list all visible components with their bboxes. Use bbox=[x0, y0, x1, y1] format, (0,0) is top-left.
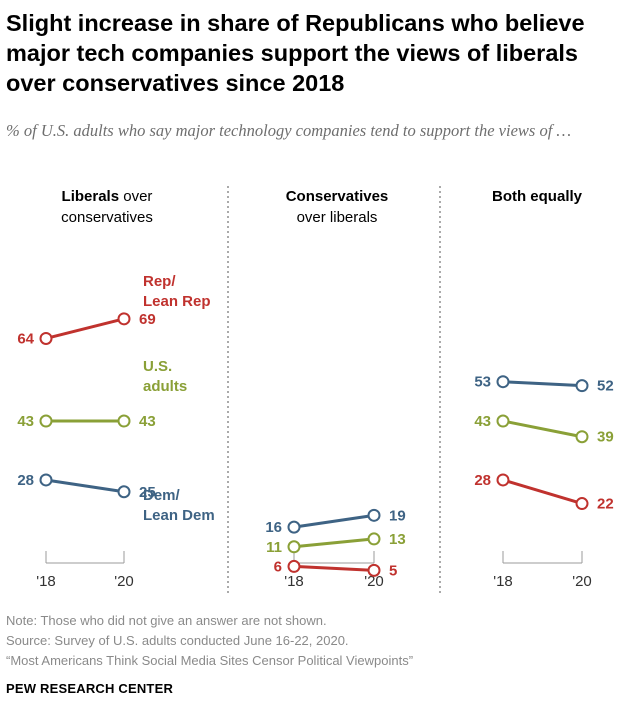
x-tick-label: '20 bbox=[364, 573, 384, 590]
x-tick-label: '20 bbox=[572, 573, 592, 590]
data-point-dem bbox=[496, 375, 510, 389]
data-label-rep: 6 bbox=[274, 558, 282, 575]
panel-header-bold: Conservatives bbox=[285, 188, 389, 205]
data-label-dem: 25 bbox=[139, 484, 156, 501]
series-line-dem bbox=[45, 478, 125, 494]
panel-header-bold: Liberals bbox=[61, 188, 120, 205]
series-line-rep bbox=[293, 564, 375, 572]
data-label-dem: 16 bbox=[265, 519, 282, 536]
data-label-us: 39 bbox=[597, 429, 614, 446]
data-point-us bbox=[367, 532, 381, 546]
data-point-us bbox=[575, 430, 589, 444]
panel-header-conservatives: Conservatives over liberals bbox=[252, 186, 422, 228]
series-label-dem: Dem/ bbox=[143, 487, 181, 504]
series-line-us bbox=[293, 537, 375, 549]
series-label-rep: Lean Rep bbox=[143, 293, 211, 310]
data-point-us bbox=[496, 414, 510, 428]
data-point-rep bbox=[367, 563, 381, 577]
data-point-dem bbox=[39, 473, 53, 487]
series-label-rep: Rep/ bbox=[143, 273, 176, 290]
data-label-rep: 69 bbox=[139, 311, 156, 328]
x-tick-label: '20 bbox=[114, 573, 134, 590]
data-label-dem: 28 bbox=[17, 472, 34, 489]
source-text: Source: Survey of U.S. adults conducted … bbox=[6, 633, 349, 648]
brand-label: PEW RESEARCH CENTER bbox=[6, 681, 174, 696]
panel-header-line2: conservatives bbox=[61, 209, 153, 226]
data-label-rep: 64 bbox=[17, 330, 34, 347]
panel-header-rest: over bbox=[119, 188, 153, 205]
x-tick-label: '18 bbox=[36, 573, 56, 590]
data-label-us: 43 bbox=[17, 413, 34, 430]
series-line-dem bbox=[293, 513, 375, 529]
data-point-us bbox=[39, 414, 53, 428]
slope-chart: '18 '20 64 69 43 43 28 25 '18 '20 16 19 11 13 6 5 '18 '20… bbox=[17, 186, 614, 596]
x-tick-label: '18 bbox=[493, 573, 513, 590]
data-point-dem bbox=[367, 508, 381, 522]
data-label-us: 43 bbox=[474, 413, 491, 430]
series-label-us: adults bbox=[143, 378, 187, 395]
data-point-dem bbox=[575, 379, 589, 393]
panel-header-liberals: Liberals over conservatives bbox=[22, 186, 192, 228]
data-label-dem: 52 bbox=[597, 378, 614, 395]
data-point-dem bbox=[287, 520, 301, 534]
data-point-us bbox=[117, 414, 131, 428]
series-line-dem bbox=[502, 380, 583, 388]
data-point-rep bbox=[287, 559, 301, 573]
data-label-us: 11 bbox=[266, 539, 282, 556]
series-label-dem: Lean Dem bbox=[143, 507, 215, 524]
chart-title: Slight increase in share of Republicans … bbox=[6, 10, 585, 96]
note-text: Note: Those who did not give an answer a… bbox=[6, 613, 327, 628]
series-line-rep bbox=[502, 478, 583, 505]
report-title-text: “Most Americans Think Social Media Sites… bbox=[6, 653, 414, 668]
data-point-rep bbox=[117, 312, 131, 326]
data-label-dem: 53 bbox=[474, 374, 491, 391]
data-label-rep: 28 bbox=[474, 472, 491, 489]
series-line-us bbox=[502, 419, 583, 439]
data-label-rep: 22 bbox=[597, 496, 614, 513]
notes: Note: Those who did not give an answer a… bbox=[6, 611, 413, 671]
data-point-rep bbox=[39, 331, 53, 345]
series-line-rep bbox=[45, 317, 125, 340]
series-label-us: U.S. bbox=[143, 358, 172, 375]
chart-subtitle: % of U.S. adults who say major technolog… bbox=[6, 121, 572, 140]
data-point-dem bbox=[117, 485, 131, 499]
data-point-us bbox=[287, 540, 301, 554]
data-label-dem: 19 bbox=[389, 507, 406, 524]
data-label-us: 13 bbox=[389, 531, 406, 548]
data-point-rep bbox=[575, 497, 589, 511]
panel-header-bold: Both equally bbox=[491, 188, 582, 205]
data-point-rep bbox=[496, 473, 510, 487]
x-tick-label: '18 bbox=[284, 573, 304, 590]
panel-header-line2: over liberals bbox=[296, 209, 378, 226]
panel-header-both-equally: Both equally bbox=[452, 186, 622, 207]
data-label-us: 43 bbox=[139, 413, 156, 430]
data-label-rep: 5 bbox=[389, 562, 397, 579]
